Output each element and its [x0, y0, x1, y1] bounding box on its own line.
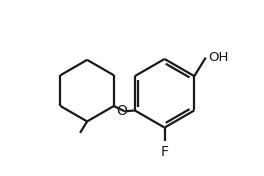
Text: OH: OH	[208, 51, 228, 64]
Text: F: F	[161, 145, 168, 159]
Text: O: O	[116, 104, 127, 118]
